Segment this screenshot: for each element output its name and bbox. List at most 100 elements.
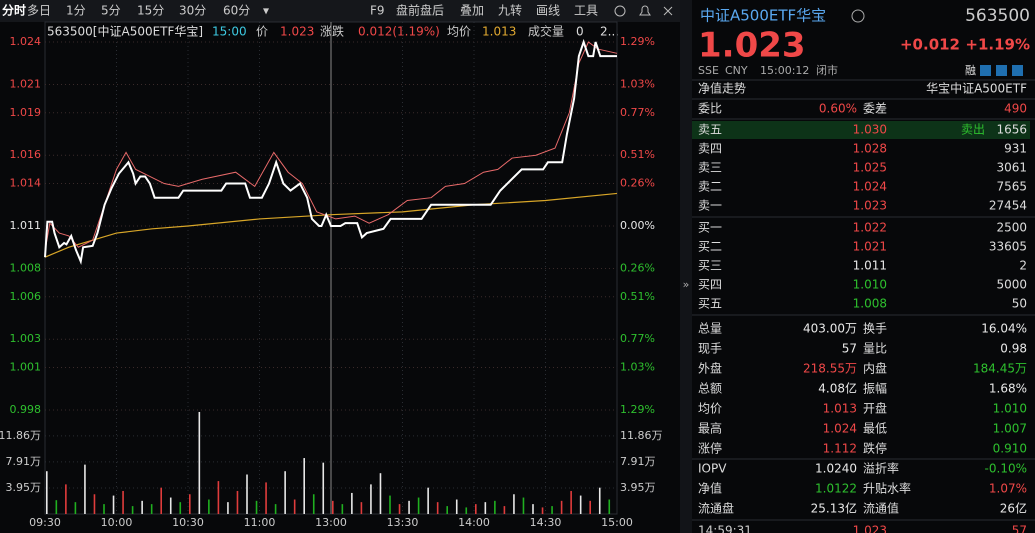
change: +0.012	[900, 36, 960, 54]
volume-bar	[122, 490, 124, 514]
timeframe-tab[interactable]: ▾	[263, 4, 269, 18]
vol-tick-label: 11.86万	[0, 429, 41, 442]
stat-label: 开盘	[863, 401, 887, 416]
volume-bar	[112, 495, 115, 514]
info-price: 1.023	[280, 25, 314, 39]
book-price: 1.024	[853, 180, 887, 194]
stat-value: 4.08亿	[818, 381, 857, 396]
pct-tick-label: 1.03%	[620, 361, 655, 374]
volume-bar	[560, 500, 563, 514]
stat-value: 16.04%	[981, 322, 1027, 336]
volume-bar	[141, 500, 143, 514]
volume-bar	[332, 500, 334, 514]
bell-icon[interactable]	[639, 5, 651, 16]
x-tick-label: 11:00	[244, 516, 276, 529]
stat-value: 218.55万	[803, 362, 857, 376]
volume-bar	[93, 494, 96, 514]
x-tick-label: 14:00	[458, 516, 490, 529]
y-tick-label: 1.024	[10, 35, 42, 48]
volume-bar	[189, 494, 191, 514]
meta: SSE	[698, 64, 719, 77]
book-price: 1.028	[853, 142, 887, 156]
volume-bar	[436, 502, 439, 514]
tool-button[interactable]: 画线	[536, 4, 560, 18]
timeframe-tab[interactable]: 15分	[137, 4, 164, 18]
divider	[680, 0, 692, 533]
stat-label: 现手	[698, 342, 722, 356]
stat-label: 内盘	[863, 361, 887, 376]
volume-bar	[551, 506, 553, 514]
stat-value: 25.13亿	[811, 501, 857, 516]
info-price-label: 价	[256, 25, 268, 39]
volume-bar	[494, 500, 496, 514]
collapse-arrow[interactable]: »	[683, 278, 690, 291]
x-tick-label: 13:00	[315, 516, 347, 529]
tool-button[interactable]: 九转	[498, 3, 522, 18]
volume-bar	[465, 507, 468, 514]
stat-value: 1.024	[823, 422, 857, 436]
settings-icon[interactable]	[614, 5, 626, 17]
vol-tick-label: 3.95万	[620, 481, 656, 494]
volume-bar	[246, 474, 248, 514]
y-tick-label: 1.011	[10, 219, 42, 232]
timeframe-tab[interactable]: 30分	[179, 4, 206, 18]
tool-button[interactable]: 工具	[574, 4, 598, 18]
vol-tick-label: 3.95万	[6, 481, 42, 494]
y-tick-label: 1.006	[10, 290, 42, 303]
book-qty: 2	[1019, 259, 1027, 273]
tool-button[interactable]: F9	[370, 4, 385, 18]
volume-bar	[236, 490, 239, 514]
x-tick-label: 09:30	[29, 516, 61, 529]
timeframe-tab[interactable]: 1分	[66, 4, 86, 18]
timeframe-tab[interactable]: 60分	[223, 4, 250, 18]
volume-bar	[227, 502, 229, 514]
tool-icon[interactable]	[1012, 65, 1023, 76]
volume-bar	[208, 499, 210, 514]
volume-bar	[351, 492, 353, 514]
tool-icon[interactable]	[996, 65, 1007, 76]
price-line	[44, 38, 617, 265]
info-code: 563500[中证A500ETF华宝]	[47, 24, 203, 39]
info-icon[interactable]	[851, 9, 865, 23]
volume-bar	[274, 504, 277, 514]
timeframe-tab[interactable]: 多日	[27, 4, 51, 18]
volume-bar	[522, 497, 525, 514]
weicha-label: 委差	[863, 102, 887, 116]
y-tick-label: 0.998	[10, 403, 42, 416]
stat-label: 升贴水率	[863, 481, 911, 496]
volume-bar	[417, 497, 420, 514]
book-label: 买一	[698, 221, 722, 235]
stat-label: IOPV	[698, 462, 727, 476]
stat-label: 总额	[698, 382, 722, 396]
book-label: 卖二	[698, 180, 722, 194]
security-name[interactable]: 中证A500ETF华宝	[700, 7, 826, 25]
stat-label: 量比	[863, 342, 887, 356]
book-label: 卖一	[698, 199, 722, 213]
tool-icon[interactable]	[980, 65, 991, 76]
volume-bar	[217, 481, 220, 514]
volume-bar	[65, 484, 67, 514]
stat-label: 净值	[698, 481, 722, 496]
timeframe-tab[interactable]: 5分	[101, 4, 121, 18]
stat-label: 溢折率	[863, 461, 899, 476]
tool-button[interactable]: 叠加	[460, 4, 484, 18]
book-price: 1.023	[853, 199, 887, 213]
volume-bar	[579, 495, 582, 514]
info-avg-label: 均价	[447, 25, 471, 39]
volume-bar	[312, 494, 315, 514]
nav-title[interactable]: 净值走势	[698, 81, 746, 96]
pct-tick-label: 1.03%	[620, 77, 655, 90]
volume-bar	[608, 499, 611, 514]
x-tick-label: 10:30	[172, 516, 204, 529]
book-label: 卖三	[698, 161, 722, 175]
timeframe-tab[interactable]: 分时	[2, 3, 26, 18]
close-icon[interactable]	[663, 6, 673, 16]
tool-button[interactable]: 盘前盘后	[396, 3, 444, 18]
book-qty: 1656	[996, 123, 1027, 137]
book-qty: 3061	[996, 161, 1027, 175]
volume-bar	[427, 487, 429, 514]
weibi-value: 0.60%	[819, 102, 857, 116]
volume-bar	[408, 500, 410, 514]
volume-bar	[169, 497, 172, 514]
book-qty: 5000	[996, 278, 1027, 292]
